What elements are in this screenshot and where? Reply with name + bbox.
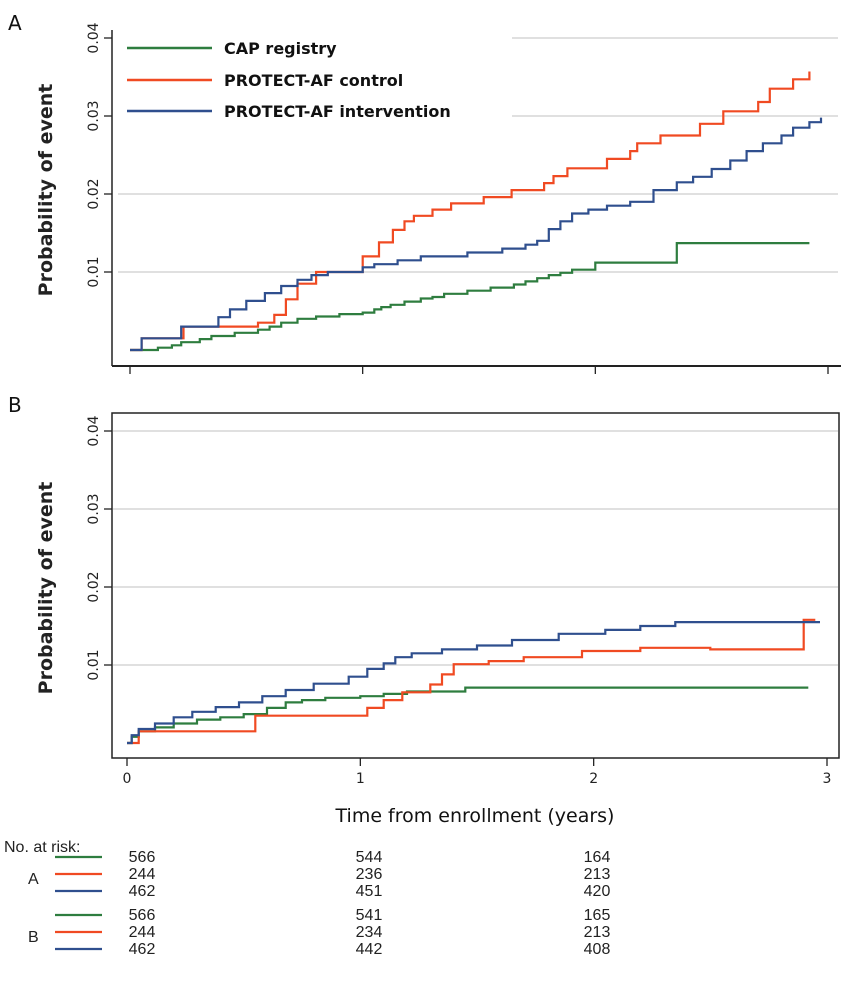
risk-value: 408 <box>584 941 611 958</box>
risk-value: 234 <box>356 924 383 941</box>
panel-a-ylabel: Probability of event <box>35 84 57 297</box>
ytick-label: 0.04 <box>86 415 102 446</box>
ytick-label: 0.02 <box>86 178 102 209</box>
risk-value: 244 <box>129 866 156 883</box>
ytick-label: 0.03 <box>86 493 102 524</box>
risk-value: 442 <box>356 941 383 958</box>
series-line-intervention <box>130 117 823 352</box>
x-axis-label: Time from enrollment (years) <box>335 805 615 827</box>
series-line-cap <box>127 686 809 745</box>
legend-label-control: PROTECT-AF control <box>224 71 403 90</box>
risk-value: 213 <box>584 866 611 883</box>
risk-value: 236 <box>356 866 383 883</box>
legend-label-cap: CAP registry <box>224 39 337 58</box>
legend-label-intervention: PROTECT-AF intervention <box>224 102 451 121</box>
risk-value: 213 <box>584 924 611 941</box>
panel-b-ytick-labels: 0.01 0.02 0.03 0.04 <box>86 415 112 681</box>
series-line-intervention <box>127 621 820 745</box>
panel-b-ylabel: Probability of event <box>35 482 57 695</box>
panel-a-xticks <box>129 366 829 374</box>
risk-value: 566 <box>129 907 156 924</box>
risk-value: 165 <box>584 907 611 924</box>
series-line-control <box>130 71 811 352</box>
xtick-label: 0 <box>123 771 132 787</box>
ytick-label: 0.03 <box>86 100 102 131</box>
risk-value: 544 <box>356 849 383 866</box>
panel-b-frame <box>111 412 840 759</box>
panel-a-series-lines <box>130 71 823 352</box>
risk-table-header: No. at risk: <box>4 839 80 856</box>
ytick-label: 0.04 <box>86 22 102 53</box>
series-line-cap <box>130 242 810 352</box>
risk-value: 462 <box>129 883 156 900</box>
panel-a-gridlines <box>118 37 838 273</box>
ytick-label: 0.01 <box>86 649 102 680</box>
legend: CAP registry PROTECT-AF control PROTECT-… <box>118 28 510 130</box>
panel-a-ytick-labels: 0.01 0.02 0.03 0.04 <box>86 22 112 288</box>
risk-value: 566 <box>129 849 156 866</box>
risk-value: 451 <box>356 883 383 900</box>
panel-b-gridlines <box>113 430 838 666</box>
risk-value: 164 <box>584 849 611 866</box>
panel-b: B 0.010.020.030.04 Probability of event … <box>8 393 840 827</box>
risk-group-label: A <box>28 871 39 888</box>
panel-b-label: B <box>8 393 22 417</box>
series-line-control <box>127 618 816 745</box>
xtick-label: 2 <box>589 771 598 787</box>
xtick-label: 3 <box>823 771 832 787</box>
risk-table: No. at risk: A 566 544 164 244 236 213 462 451 42… <box>4 839 610 958</box>
ytick-label: 0.02 <box>86 571 102 602</box>
panel-b-xticks: 0 1 2 3 <box>123 758 832 787</box>
panel-b-series-lines <box>127 618 820 745</box>
risk-value: 244 <box>129 924 156 941</box>
risk-value: 541 <box>356 907 383 924</box>
panel-a-label: A <box>8 11 22 35</box>
panel-a: A 0.010.020.030.04 Probability of event … <box>8 11 841 374</box>
ytick-label: 0.01 <box>86 256 102 287</box>
xtick-label: 1 <box>356 771 365 787</box>
risk-value: 420 <box>584 883 611 900</box>
risk-group-label: B <box>28 929 39 946</box>
risk-value: 462 <box>129 941 156 958</box>
